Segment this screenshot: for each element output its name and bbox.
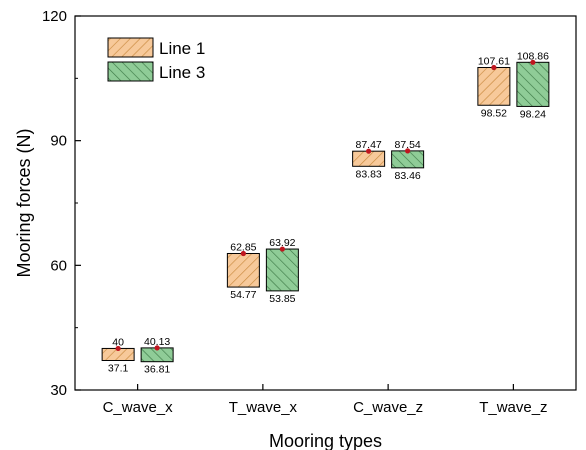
labels-layer: 40 37.1 40.13 36.81 62.85 54.77 63.92 53.85 87.4… bbox=[108, 50, 549, 375]
min-value-label: 36.81 bbox=[144, 364, 170, 376]
axes-layer: 30 60 90 120 C_wave_x T_wave_x C_wave_z T_wave_… bbox=[42, 8, 548, 416]
max-value-label: 87.54 bbox=[394, 139, 420, 151]
y-tick-label: 90 bbox=[50, 133, 67, 150]
max-marker bbox=[405, 148, 411, 154]
bar-T_wave_z-series2 bbox=[516, 61, 550, 107]
min-value-label: 98.52 bbox=[481, 107, 507, 119]
y-tick-label: 120 bbox=[42, 8, 67, 25]
legend: Line 1 Line 3 bbox=[107, 37, 205, 82]
bar-T_wave_x-series1 bbox=[226, 252, 260, 288]
bars-layer bbox=[101, 59, 550, 363]
max-marker bbox=[279, 246, 285, 252]
x-tick-label: T_wave_x bbox=[229, 399, 298, 416]
legend-label-2: Line 3 bbox=[159, 63, 205, 82]
max-marker bbox=[491, 64, 497, 71]
legend-label-1: Line 1 bbox=[159, 39, 205, 58]
min-value-label: 83.46 bbox=[394, 170, 420, 182]
max-value-label: 40 bbox=[112, 336, 124, 348]
max-value-label: 62.85 bbox=[230, 241, 256, 253]
min-value-label: 54.77 bbox=[230, 289, 256, 301]
bar-T_wave_z-series1 bbox=[477, 66, 511, 106]
max-value-label: 63.92 bbox=[269, 237, 295, 249]
max-marker bbox=[366, 148, 372, 154]
max-marker bbox=[154, 345, 160, 351]
x-axis-title: Mooring types bbox=[269, 431, 382, 450]
max-value-label: 108.86 bbox=[517, 50, 549, 62]
y-tick-label: 60 bbox=[50, 257, 67, 274]
x-tick-label: C_wave_z bbox=[353, 399, 423, 416]
legend-swatch-1 bbox=[107, 37, 154, 58]
min-value-label: 98.24 bbox=[520, 108, 546, 120]
min-value-label: 37.1 bbox=[108, 362, 129, 374]
y-tick-label: 30 bbox=[50, 382, 67, 399]
bar-T_wave_x-series2 bbox=[265, 248, 299, 292]
max-value-label: 107.61 bbox=[478, 55, 510, 67]
legend-swatch-2 bbox=[107, 61, 154, 82]
min-value-label: 53.85 bbox=[269, 293, 295, 305]
max-marker bbox=[240, 250, 246, 257]
max-value-label: 87.47 bbox=[355, 139, 381, 151]
y-axis-title: Mooring forces (N) bbox=[14, 128, 34, 277]
max-value-label: 40.13 bbox=[144, 336, 170, 348]
max-marker bbox=[530, 59, 536, 65]
x-tick-label: C_wave_x bbox=[103, 399, 174, 416]
x-tick-label: T_wave_z bbox=[479, 399, 547, 416]
max-marker bbox=[115, 345, 121, 352]
min-value-label: 83.83 bbox=[355, 168, 381, 180]
